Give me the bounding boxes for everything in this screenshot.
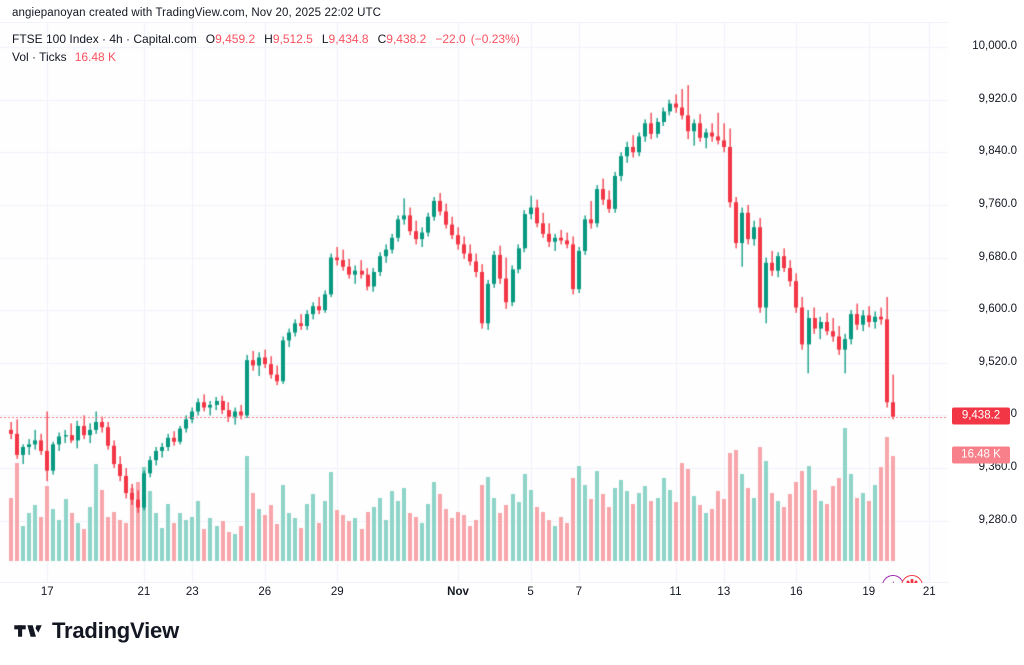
price-axis-tick: 9,520.0 <box>978 355 1017 368</box>
price-axis-tick: 9,360.0 <box>978 461 1017 474</box>
time-axis-tick: 26 <box>258 586 272 598</box>
time-axis-tick: 17 <box>40 586 54 598</box>
price-axis-tick: 9,600.0 <box>978 303 1017 316</box>
price-axis-tick: 9,280.0 <box>978 513 1017 526</box>
price-axis-tick: 9,680.0 <box>978 250 1017 263</box>
attribution-text: angiepanoyan created with TradingView.co… <box>12 7 382 19</box>
volume-value-badge[interactable]: 16.48 K <box>952 446 1010 464</box>
last-price-badge[interactable]: 9,438.2 <box>952 407 1010 425</box>
time-axis-tick: 29 <box>330 586 344 598</box>
price-axis-tick: 10,000.0 <box>972 40 1017 52</box>
price-axis-tick: 9,840.0 <box>978 145 1017 158</box>
time-axis[interactable]: 17 21 23 26 29 Nov 5 7 11 13 16 19 21 <box>0 582 948 601</box>
price-axis-tick: 9,760.0 <box>978 197 1017 210</box>
chart-frame: FTSE 100 Index · 4h · Capital.com O9,459… <box>0 22 1024 601</box>
chart-pane[interactable]: FTSE 100 Index · 4h · Capital.com O9,459… <box>0 22 949 583</box>
time-axis-tick: 5 <box>527 586 534 598</box>
time-axis-tick: 23 <box>185 586 199 598</box>
time-axis-tick: 19 <box>862 586 876 598</box>
time-axis-tick: 16 <box>789 586 803 598</box>
tradingview-wordmark: TradingView <box>52 618 179 643</box>
time-axis-tick: 11 <box>669 586 682 598</box>
tradingview-logo-icon <box>14 625 42 637</box>
tradingview-branding: TradingView <box>14 620 179 642</box>
candlestick-chart-canvas[interactable] <box>0 23 948 583</box>
time-axis-tick: 7 <box>575 586 583 598</box>
uk-flag-icon[interactable] <box>901 575 923 583</box>
time-axis-tick: Nov <box>447 586 469 598</box>
time-axis-tick: 21 <box>922 586 936 598</box>
chart-corner-icons <box>882 575 923 583</box>
time-axis-tick: 13 <box>717 586 731 598</box>
price-axis[interactable]: 10,000.0 9,920.0 9,840.0 9,760.0 9,680.0 9,60… <box>948 22 1024 582</box>
price-axis-tick: 9,920.0 <box>978 92 1017 105</box>
time-axis-tick: 21 <box>137 586 151 598</box>
